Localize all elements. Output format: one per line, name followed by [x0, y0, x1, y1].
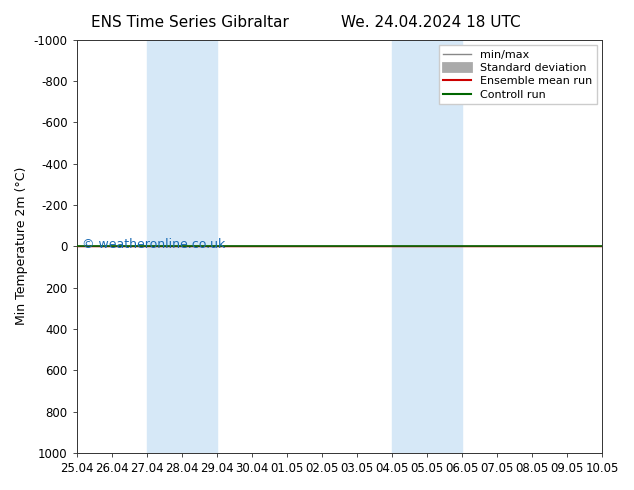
Text: We. 24.04.2024 18 UTC: We. 24.04.2024 18 UTC — [341, 15, 521, 30]
Bar — [146, 40, 217, 453]
Text: ENS Time Series Gibraltar: ENS Time Series Gibraltar — [91, 15, 289, 30]
Text: © weatheronline.co.uk: © weatheronline.co.uk — [82, 238, 225, 251]
Bar — [392, 40, 462, 453]
Y-axis label: Min Temperature 2m (°C): Min Temperature 2m (°C) — [15, 167, 28, 325]
Legend: min/max, Standard deviation, Ensemble mean run, Controll run: min/max, Standard deviation, Ensemble me… — [439, 45, 597, 104]
